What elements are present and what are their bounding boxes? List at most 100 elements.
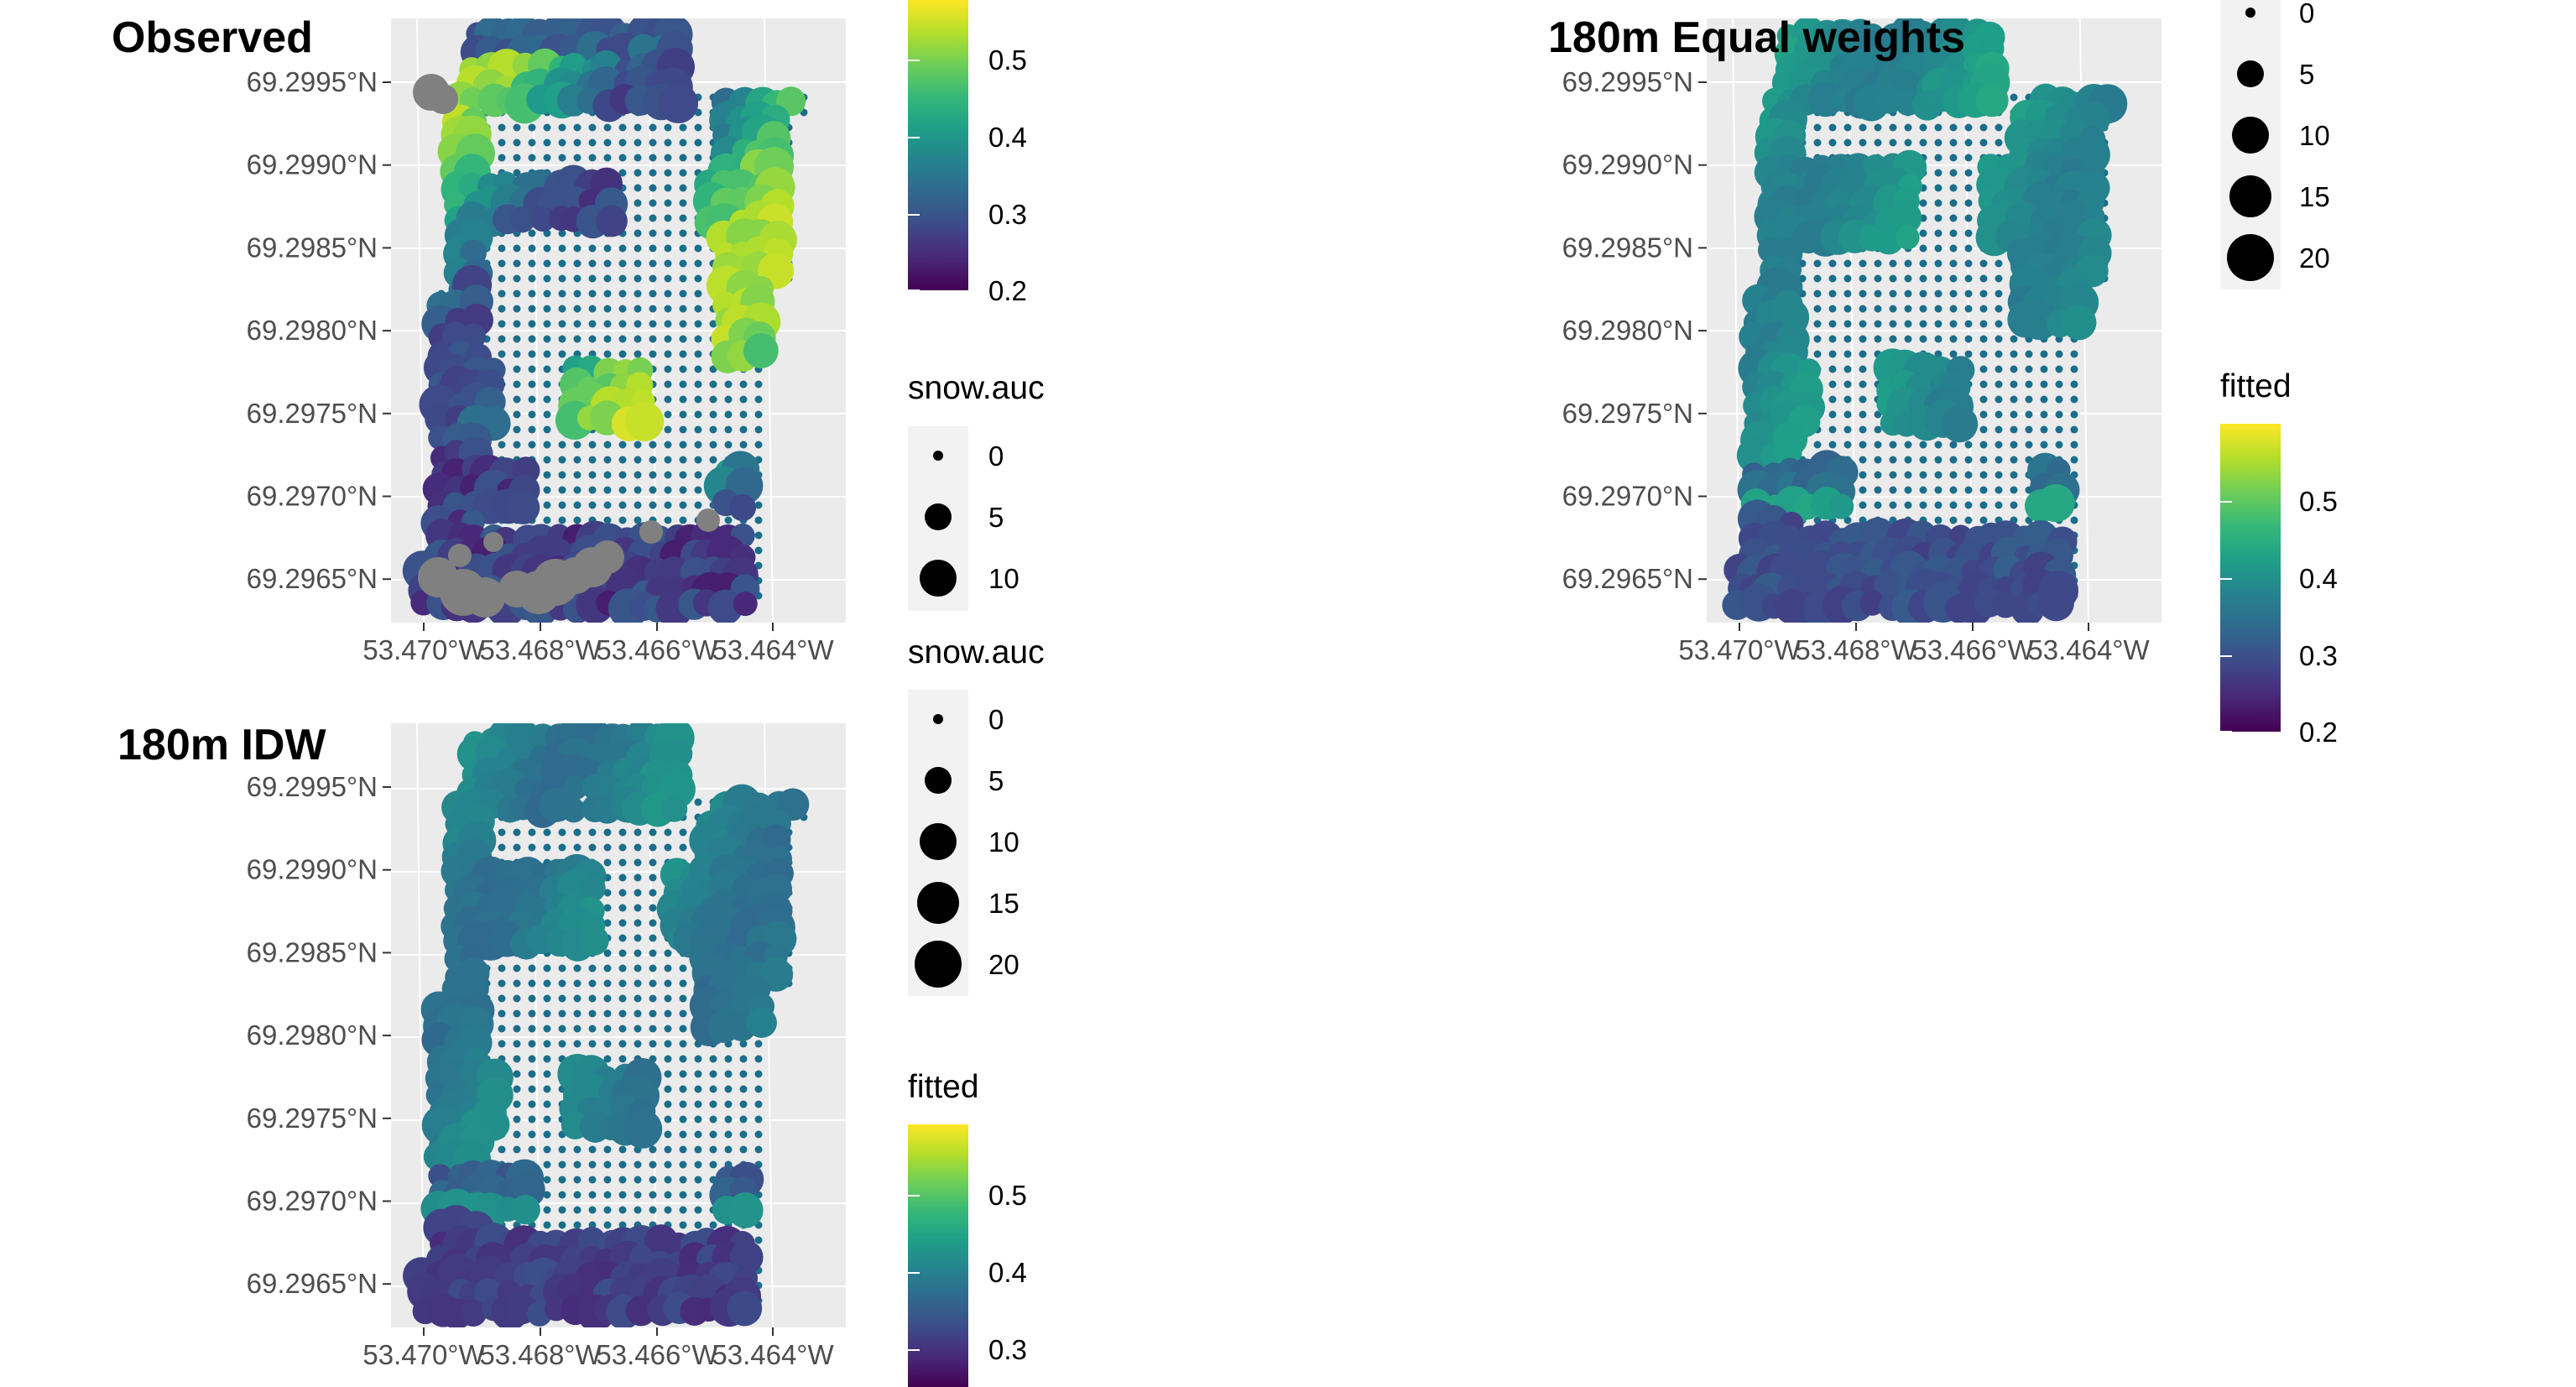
grid-point xyxy=(558,350,566,358)
grid-point xyxy=(1934,123,1942,132)
grid-point xyxy=(573,1025,581,1033)
grid-point xyxy=(543,1191,551,1199)
grid-point xyxy=(634,1009,642,1018)
grid-point xyxy=(528,259,536,268)
grid-point xyxy=(558,229,566,237)
grid-point xyxy=(588,123,597,132)
grid-point xyxy=(754,380,763,388)
grid-point xyxy=(1995,305,2003,313)
grid-point xyxy=(664,1070,672,1078)
grid-point xyxy=(558,1145,566,1154)
grid-point xyxy=(664,320,672,328)
size-key xyxy=(2232,117,2269,154)
data-point xyxy=(1736,437,1774,474)
grid-point xyxy=(603,1055,612,1063)
grid-point xyxy=(618,486,627,494)
grid-point xyxy=(528,964,536,972)
grid-point xyxy=(1964,441,1973,449)
panel-idw: 180m IDW 69.2995°N69.2990°N69.2985°N69.2… xyxy=(117,721,846,1370)
grid-point xyxy=(664,828,672,837)
grid-point xyxy=(2055,350,2063,358)
grid-point xyxy=(754,531,763,540)
legend-label: 20 xyxy=(2299,242,2330,274)
x-tick-label: 53.466°W xyxy=(596,634,718,665)
grid-point xyxy=(694,350,702,358)
grid-point xyxy=(618,979,627,988)
grid-point xyxy=(739,1130,748,1139)
grid-point xyxy=(588,259,597,268)
grid-point xyxy=(513,1070,521,1078)
grid-point xyxy=(558,1040,566,1048)
grid-point xyxy=(1813,123,1822,132)
grid-point xyxy=(679,184,687,192)
grid-point xyxy=(1874,441,1882,449)
data-point xyxy=(1975,84,2009,117)
grid-point xyxy=(664,1025,672,1033)
grid-point xyxy=(709,380,717,388)
grid-point xyxy=(588,456,597,464)
grid-point xyxy=(513,1145,521,1154)
grid-point xyxy=(709,1085,717,1093)
legend-title: snow.auc xyxy=(908,634,1045,670)
grid-point xyxy=(649,486,657,494)
grid-point xyxy=(1919,501,1927,509)
grid-point xyxy=(528,1130,536,1139)
grid-point xyxy=(603,1009,612,1018)
grid-point xyxy=(664,138,672,147)
grid-point xyxy=(603,320,612,328)
grid-point xyxy=(498,259,506,268)
grid-point xyxy=(1843,123,1852,132)
y-tick-label: 69.2980°N xyxy=(247,1019,378,1051)
grid-point xyxy=(1889,289,1897,298)
grid-point xyxy=(618,994,627,1003)
grid-point xyxy=(1979,365,1988,373)
grid-point xyxy=(588,305,597,313)
grid-point xyxy=(543,486,551,494)
grid-point xyxy=(543,350,551,358)
grid-point xyxy=(528,1085,536,1093)
grid-point xyxy=(2070,350,2078,358)
grid-point xyxy=(634,486,642,494)
grid-point xyxy=(649,1025,657,1033)
grid-point xyxy=(649,1145,657,1154)
y-tick-label: 69.2965°N xyxy=(247,1268,378,1299)
grid-point xyxy=(1859,320,1867,328)
data-point xyxy=(563,775,588,800)
grid-point xyxy=(664,214,672,222)
x-tick-label: 53.464°W xyxy=(2027,634,2150,665)
grid-point xyxy=(528,1009,536,1018)
grid-point xyxy=(2040,365,2048,373)
grid-point xyxy=(1934,335,1942,343)
colorbar xyxy=(908,1124,968,1387)
grid-point xyxy=(513,1130,521,1139)
grid-point xyxy=(1995,123,2003,132)
grid-point xyxy=(679,365,687,373)
grid-point xyxy=(618,320,627,328)
grid-point xyxy=(528,350,536,358)
grid-point xyxy=(1964,305,1973,313)
missing-point xyxy=(465,577,505,618)
grid-point xyxy=(1964,259,1973,268)
grid-point xyxy=(1859,516,1867,524)
grid-point xyxy=(634,244,642,253)
grid-point xyxy=(694,305,702,313)
grid-point xyxy=(1949,274,1958,283)
data-point xyxy=(624,401,665,441)
grid-point xyxy=(1934,244,1942,253)
grid-point xyxy=(558,964,566,972)
grid-point xyxy=(528,1025,536,1033)
grid-point xyxy=(1964,289,1973,298)
grid-point xyxy=(588,1191,597,1199)
grid-point xyxy=(1813,305,1822,313)
grid-point xyxy=(634,441,642,449)
grid-point xyxy=(1843,305,1852,313)
grid-point xyxy=(573,289,581,298)
colorbar-label: 0.5 xyxy=(988,1180,1027,1211)
grid-point xyxy=(513,289,521,298)
grid-point xyxy=(2070,441,2078,449)
grid-point xyxy=(1964,244,1973,253)
grid-point xyxy=(2070,380,2078,388)
grid-point xyxy=(1949,244,1958,253)
grid-point xyxy=(664,244,672,253)
grid-point xyxy=(634,1040,642,1048)
